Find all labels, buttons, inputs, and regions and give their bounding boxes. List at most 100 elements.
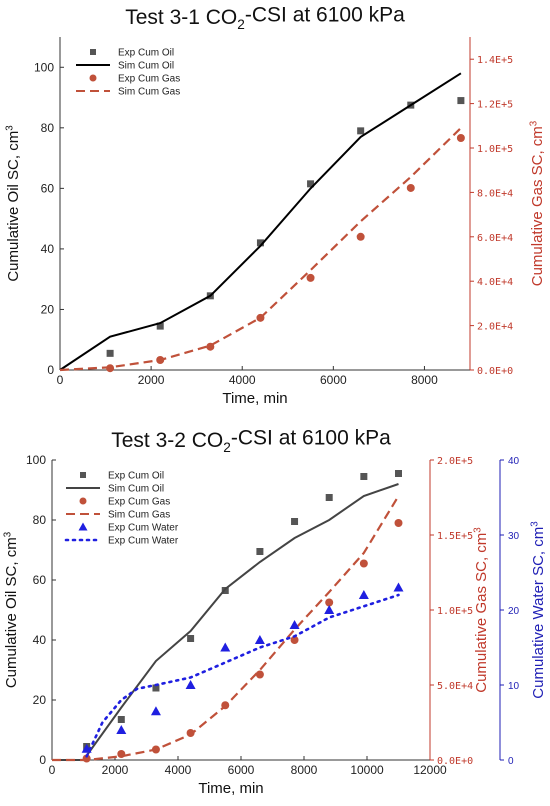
series-exp-cum-water-point: [393, 582, 404, 592]
y-left-tick-label: 60: [41, 181, 55, 195]
series-exp-cum-oil-point: [152, 684, 160, 692]
y-right2-axis-title-part: Cumulative Water SC, cm: [530, 527, 547, 699]
series-exp-cum-water-point: [289, 620, 300, 629]
chart-test-3-1: Test 3-1 CO2-CSI at 6100 kPa020406080100…: [5, 3, 546, 407]
series-sim-cum-gas-line: [59, 127, 462, 372]
y-right-tick-label: 4.0E+4: [477, 277, 513, 288]
y-right-axis-title-part: Cumulative Gas SC, cm: [473, 533, 490, 693]
legend-item-exp-cum-oil-label: Exp Cum Oil: [108, 471, 164, 482]
series-exp-cum-water-point: [220, 642, 231, 652]
y-right2-axis-title-script: 3: [530, 521, 541, 526]
legend-item-exp-cum-oil-label: Exp Cum Oil: [118, 48, 174, 59]
legend-item-exp-cum-gas-label: Exp Cum Gas: [118, 74, 180, 85]
series-exp-cum-water-point: [185, 680, 196, 689]
legend-item-exp-cum-gas-label: Exp Cum Gas: [108, 497, 170, 508]
y-left-axis-title: Cumulative Oil SC, cm3: [3, 532, 20, 688]
series-sim-cum-oil-line: [52, 483, 399, 761]
series-exp-cum-gas-point: [325, 598, 334, 607]
y-left-axis-title: Cumulative Oil SC, cm3: [5, 125, 22, 281]
legend-item-exp-cum-water-swatch: [78, 522, 88, 531]
y-right-axis-title-script: 3: [473, 527, 484, 532]
legend-item-exp-cum-water-label: Exp Cum Water: [108, 536, 179, 547]
y-left-axis-title-script: 3: [5, 125, 16, 130]
series-exp-cum-oil-point: [325, 494, 333, 501]
chart-title-part: -CSI at 6100 kPa: [245, 3, 405, 26]
chart-title: Test 3-2 CO2-CSI at 6100 kPa: [111, 426, 391, 454]
y-right-tick-label: 1.0E+5: [477, 144, 513, 155]
legend-item-exp-cum-oil-swatch: [80, 472, 86, 478]
y-right2-tick-label: 10: [508, 681, 520, 692]
legend-item-exp-cum-water-label: Exp Cum Water: [108, 523, 179, 534]
y-right-tick-label: 2.0E+4: [477, 322, 513, 333]
series-exp-cum-water-point: [324, 605, 335, 614]
y-right-axis-title-script: 3: [529, 121, 540, 126]
x-tick-label: 2000: [138, 373, 165, 387]
legend: Exp Cum Oil Sim Cum Oil Exp Cum Gas Sim Cum…: [76, 48, 180, 98]
series-exp-cum-oil-point: [360, 473, 368, 480]
series-sim-cum-gas-line: [52, 495, 400, 762]
legend-item-sim-cum-gas-label: Sim Cum Gas: [108, 510, 170, 521]
legend-item-sim-cum-oil-label: Sim Cum Oil: [118, 61, 174, 72]
y-right-tick-label: 5.0E+4: [437, 681, 473, 692]
y-left-axis-title-part: Cumulative Oil SC, cm: [3, 537, 20, 688]
y-left-tick-label: 80: [41, 121, 55, 135]
chart-title-script: 2: [237, 17, 245, 32]
series-exp-cum-oil-point: [395, 470, 402, 477]
chart-title-part: Test 3-2 CO: [111, 429, 223, 452]
y-right-axis-title: Cumulative Gas SC, cm3: [529, 121, 546, 286]
y-right-tick-label: 8.0E+4: [477, 188, 513, 199]
series-exp-cum-water-point: [150, 706, 161, 716]
legend-item-sim-cum-oil-label: Sim Cum Oil: [108, 484, 164, 495]
y-right-tick-label: 1.0E+5: [437, 606, 473, 617]
series-exp-cum-gas-point: [456, 134, 465, 143]
x-tick-label: 8000: [411, 373, 438, 387]
x-axis-title: Time, min: [198, 780, 263, 797]
series-exp-cum-gas-point: [290, 636, 299, 644]
series-exp-cum-oil-point: [307, 180, 315, 188]
y-right-tick-label: 0.0E+0: [437, 756, 473, 767]
x-tick-label: 8000: [291, 763, 318, 777]
y-right-tick-label: 2.0E+5: [437, 456, 473, 467]
y-left-tick-label: 0: [39, 753, 46, 767]
series-exp-cum-oil-point: [256, 548, 264, 555]
legend-item-exp-cum-gas-swatch: [89, 74, 97, 82]
series-exp-cum-gas-point: [255, 670, 264, 679]
legend-item-exp-cum-gas-swatch: [79, 497, 87, 505]
series-exp-cum-water-point: [254, 635, 265, 644]
legend-item-exp-cum-oil-swatch: [90, 49, 96, 55]
legend: Exp Cum Oil Sim Cum Oil Exp Cum Gas Sim Cum…: [64, 471, 179, 547]
series-exp-cum-oil-point: [156, 322, 164, 330]
series-exp-cum-gas-point: [306, 273, 315, 282]
y-left-axis-title-part: Cumulative Oil SC, cm: [5, 131, 22, 282]
x-tick-label: 6000: [228, 763, 255, 777]
series-exp-cum-oil-point: [117, 716, 125, 723]
y-left-tick-label: 60: [33, 573, 47, 587]
series-exp-cum-oil-point: [187, 635, 195, 642]
y-right2-axis-title: Cumulative Water SC, cm3: [530, 521, 547, 698]
y-left-tick-label: 0: [47, 363, 54, 377]
y-left-tick-label: 40: [41, 242, 55, 256]
series-exp-cum-gas-point: [406, 183, 415, 192]
chart-title-part: -CSI at 6100 kPa: [231, 426, 391, 449]
y-left-tick-label: 80: [33, 513, 47, 527]
y-right-axis-title-part: Cumulative Gas SC, cm: [529, 126, 546, 286]
y-right-tick-label: 1.2E+5: [477, 100, 513, 111]
x-tick-label: 4000: [165, 763, 192, 777]
x-tick-label: 6000: [320, 373, 347, 387]
y-right-tick-label: 1.5E+5: [437, 531, 473, 542]
y-right2-tick-label: 30: [508, 531, 520, 542]
y-left-tick-label: 40: [33, 633, 47, 647]
series-exp-cum-oil-point: [457, 97, 465, 105]
legend-item-sim-cum-gas-label: Sim Cum Gas: [118, 87, 180, 98]
series-exp-cum-gas-point: [356, 232, 365, 241]
chart-title-part: Test 3-1 CO: [125, 6, 237, 29]
y-left-tick-label: 20: [33, 693, 47, 707]
series-exp-cum-gas-point: [394, 519, 403, 527]
y-left-tick-label: 100: [34, 60, 54, 74]
y-right-tick-label: 1.4E+5: [477, 55, 513, 66]
y-right-tick-label: 6.0E+4: [477, 233, 513, 244]
y-right-axis-title: Cumulative Gas SC, cm3: [473, 527, 490, 692]
series-exp-cum-water-point: [358, 590, 369, 599]
series-sim-cum-oil-line: [59, 72, 462, 371]
